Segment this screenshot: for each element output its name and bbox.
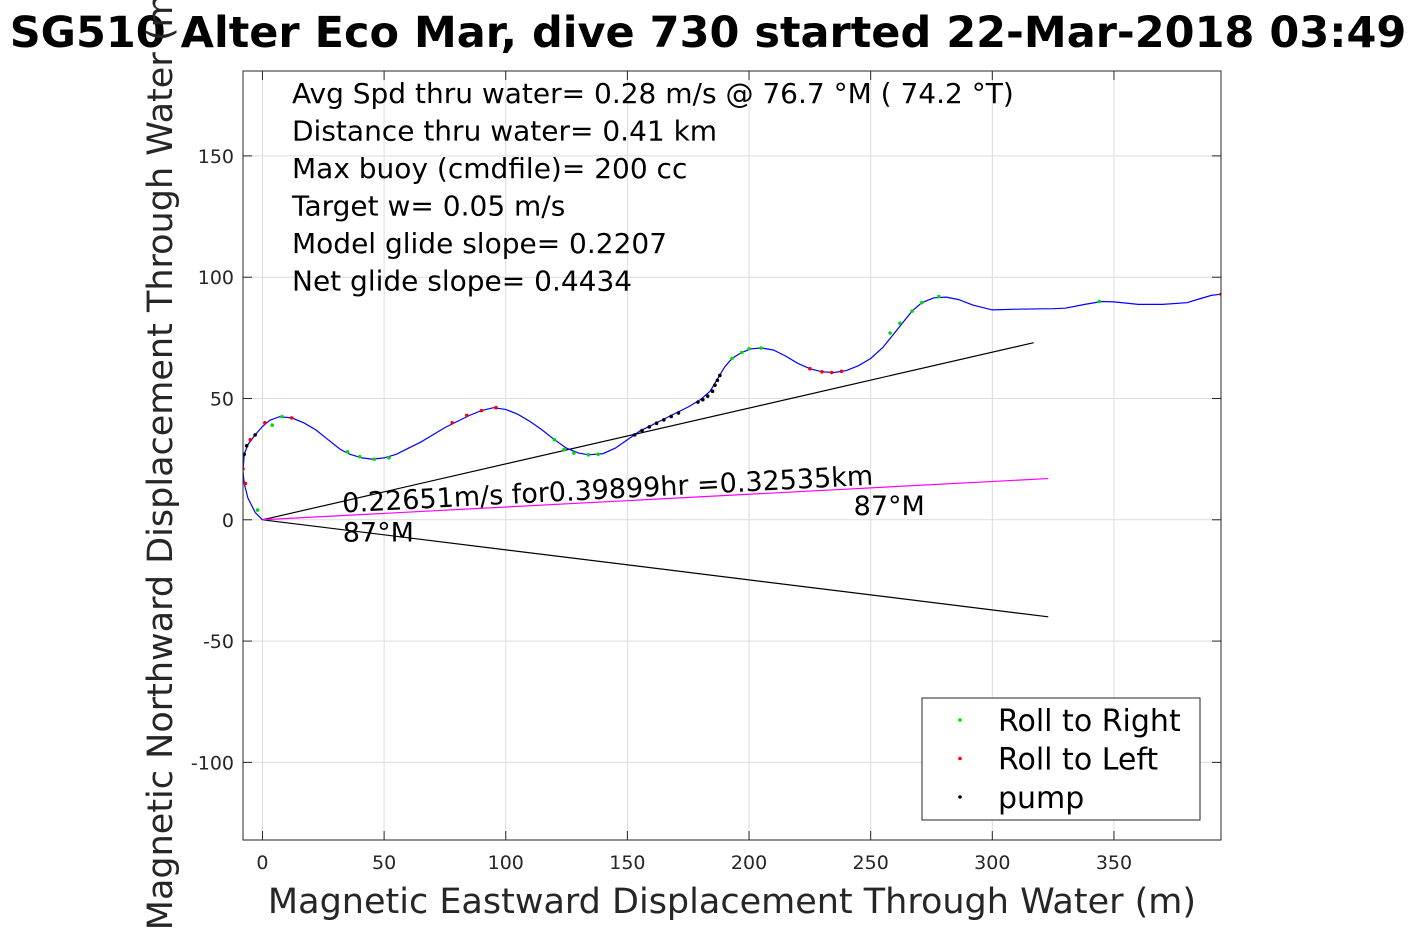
legend-label-pump: pump	[998, 781, 1084, 816]
pump-point	[718, 373, 722, 378]
legend-box	[921, 697, 1201, 821]
roll-to-right-point	[910, 309, 914, 313]
y-tick-label: 0	[222, 510, 234, 532]
legend-marker-roll-to-right	[958, 718, 962, 722]
x-tick-label: 0	[256, 852, 268, 874]
pump-point	[713, 383, 717, 387]
pump-point	[701, 397, 705, 402]
pump-point	[632, 433, 637, 437]
mean-heading-line	[262, 477, 1049, 521]
roll-to-right-point	[596, 452, 600, 457]
pump-point	[696, 400, 700, 404]
x-axis-label: Magnetic Eastward Displacement Through W…	[268, 882, 1196, 922]
y-tick-label: -50	[203, 631, 234, 653]
roll-to-right-point	[759, 346, 763, 350]
x-tick-label: 250	[853, 852, 889, 874]
roll-to-right-point	[552, 437, 557, 442]
roll-to-right-point	[586, 452, 591, 457]
roll-to-right-point	[739, 350, 744, 355]
x-tick-label: 150	[609, 852, 645, 874]
y-tick-label: 100	[198, 267, 234, 289]
axes-frame	[242, 70, 1222, 841]
info-text: Avg Spd thru water= 0.28 m/s @ 76.7 °M (…	[291, 77, 1014, 298]
annotation-label: 87°M	[343, 518, 414, 549]
pump-point	[243, 452, 247, 457]
legend-marker-roll-to-left	[958, 756, 962, 761]
info-line: Distance thru water= 0.41 km	[292, 115, 717, 148]
roll-to-right-point	[387, 456, 391, 460]
roll-to-left-point	[289, 416, 294, 420]
pump-point	[715, 378, 720, 383]
roll-to-right-point	[747, 346, 751, 351]
legend-label-roll-to-left: Roll to Left	[998, 743, 1158, 778]
x-tick-label: 200	[731, 852, 767, 874]
roll-to-right-point	[888, 331, 892, 335]
roll-to-right-point	[357, 454, 362, 459]
pump-point	[669, 414, 673, 419]
roll-to-left-point	[820, 370, 824, 374]
y-tick-label: -100	[191, 752, 234, 774]
pump-point	[710, 389, 715, 394]
roll-to-left-point	[829, 370, 834, 375]
roll-to-right-point	[1097, 299, 1102, 304]
roll-to-right-point	[572, 451, 576, 455]
legend-label-roll-to-right: Roll to Right	[998, 704, 1181, 739]
roll-to-left-point	[450, 420, 455, 425]
pump-point	[253, 433, 257, 437]
roll-to-right-point	[280, 414, 284, 419]
roll-to-left-point	[839, 369, 844, 374]
y-tick-label: 150	[198, 146, 234, 168]
chart-title: SG510 Alter Eco Mar, dive 730 started 22…	[10, 8, 1407, 58]
x-ticks: 0 50 100 150 200 250 300 350	[256, 71, 1132, 874]
y-tick-label: 50	[210, 388, 234, 410]
info-line: Avg Spd thru water= 0.28 m/s @ 76.7 °M (…	[292, 77, 1014, 110]
x-tick-label: 100	[488, 852, 524, 874]
roll-to-right-point	[372, 457, 377, 461]
roll-to-left-point	[243, 481, 248, 486]
roll-to-right-point	[898, 321, 902, 326]
pump-point	[654, 421, 659, 426]
upper-bound-line	[262, 342, 1034, 521]
roll-to-right-point	[270, 423, 274, 427]
roll-to-left-point	[494, 405, 498, 410]
roll-to-right-point	[936, 294, 941, 299]
info-line: Net glide slope= 0.4434	[292, 265, 632, 298]
pump-point	[676, 411, 681, 415]
legend-marker-pump	[958, 795, 962, 799]
lower-bound-line	[262, 519, 1049, 618]
pump-point	[705, 394, 710, 398]
annotation-label: 87°M	[854, 491, 925, 522]
pump-point	[244, 443, 249, 448]
x-tick-label: 350	[1096, 852, 1132, 874]
roll-to-left-point	[263, 420, 267, 425]
pump-point	[640, 428, 644, 433]
info-line: Model glide slope= 0.2207	[292, 227, 667, 260]
roll-to-right-point	[345, 450, 350, 454]
roll-to-right-point	[255, 508, 260, 512]
roll-to-left-point	[808, 366, 812, 371]
roll-to-left-point	[248, 437, 253, 442]
roll-to-right-point	[730, 356, 734, 361]
roll-to-left-point	[465, 413, 469, 418]
info-line: Target w= 0.05 m/s	[291, 190, 565, 223]
y-ticks: -100 -50 0 50 100 150	[191, 146, 1221, 774]
roll-to-right-point	[562, 447, 566, 452]
y-axis-label: Magnetic Northward Displacement Through …	[141, 0, 181, 930]
pump-point	[662, 418, 666, 422]
plot-layer	[243, 292, 1221, 618]
x-tick-label: 50	[372, 852, 396, 874]
roll-to-left-point	[479, 408, 484, 413]
info-line: Max buoy (cmdfile)= 200 cc	[292, 152, 687, 185]
roll-to-right-point	[919, 300, 924, 305]
x-tick-label: 300	[974, 852, 1010, 874]
pump-point	[647, 425, 652, 429]
